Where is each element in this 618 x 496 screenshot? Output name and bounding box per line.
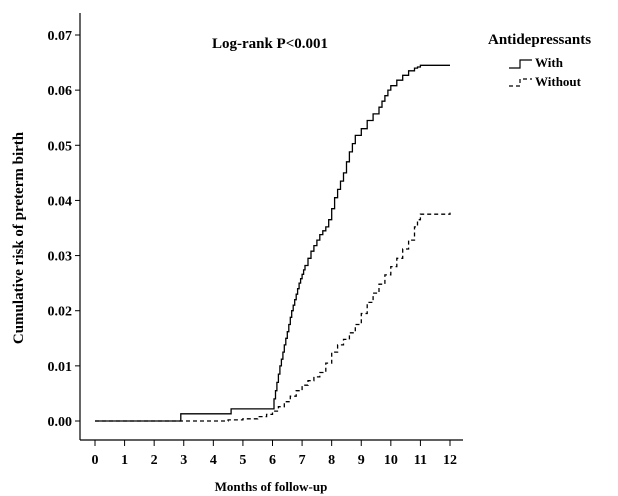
y-tick-label: 0.04 bbox=[48, 194, 73, 209]
y-tick-label: 0.07 bbox=[48, 29, 73, 44]
y-axis-title: Cumulative risk of preterm birth bbox=[11, 131, 27, 344]
x-tick-label: 2 bbox=[151, 453, 158, 468]
x-tick-label: 4 bbox=[210, 453, 217, 468]
axes: 0.000.010.020.030.040.050.060.070 1 2 3 4 5 6 7… bbox=[48, 13, 463, 468]
y-tick-label: 0.00 bbox=[48, 415, 73, 430]
y-tick-label: 0.02 bbox=[48, 305, 73, 320]
x-tick-label: 1 bbox=[121, 453, 128, 468]
series-layer bbox=[95, 64, 451, 422]
legend-swatch-with bbox=[509, 59, 532, 69]
x-tick-label: 3 bbox=[180, 453, 187, 468]
y-tick-label: 0.06 bbox=[48, 84, 73, 99]
x-tick-label: 9 bbox=[358, 453, 365, 468]
x-axis-title: Months of follow-up bbox=[215, 479, 328, 494]
y-tick-label: 0.03 bbox=[48, 250, 73, 265]
series-line-without bbox=[95, 212, 451, 422]
x-tick-label: 11 bbox=[414, 453, 427, 468]
legend-entry-without: Without bbox=[535, 74, 582, 89]
legend: Antidepressants With Without bbox=[488, 32, 591, 89]
x-tick-label: 5 bbox=[239, 453, 246, 468]
log-rank-annotation: Log-rank P<0.001 bbox=[212, 36, 328, 52]
legend-swatch-without bbox=[509, 78, 532, 87]
y-tick-label: 0.05 bbox=[48, 139, 73, 154]
x-tick-label: 6 bbox=[269, 453, 276, 468]
y-tick-label: 0.01 bbox=[48, 360, 73, 375]
x-tick-label: 12 bbox=[443, 453, 457, 468]
x-tick-label: 10 bbox=[384, 453, 398, 468]
legend-entry-with: With bbox=[535, 55, 564, 70]
x-tick-label: 0 bbox=[92, 453, 99, 468]
legend-title: Antidepressants bbox=[488, 32, 591, 48]
x-tick-label: 7 bbox=[299, 453, 306, 468]
series-line-with bbox=[95, 64, 450, 422]
x-tick-label: 8 bbox=[328, 453, 335, 468]
